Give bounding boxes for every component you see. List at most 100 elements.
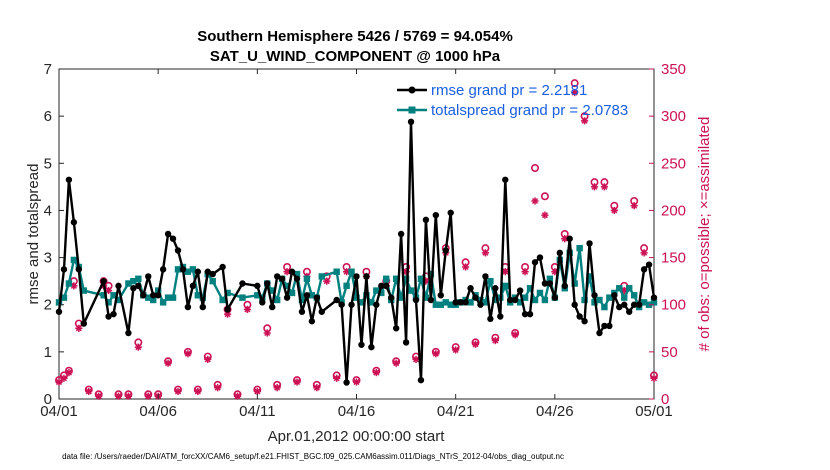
rmse-point [254,282,261,290]
rmse-point [462,299,469,306]
obs-assimilated-marker [214,384,222,392]
y-tick-label: 1 [44,344,52,361]
rmse-point [482,273,489,280]
totalspread-point [189,266,197,273]
totalspread-point [298,296,306,304]
totalspread-point [581,296,588,304]
totalspread-point [184,268,192,275]
totalspread-point [115,296,122,304]
obs-assimilated-marker [481,249,490,257]
rmse-point [616,303,623,311]
obs-assimilated-stroke [333,375,340,382]
obs-assimilated-stroke [60,375,68,382]
totalspread-point [169,294,177,301]
obs-assimilated-stroke [55,378,63,386]
obs-assimilated-stroke [641,249,648,256]
obs-assimilated-marker [204,355,212,363]
totalspread-point [586,273,593,280]
obs-assimilated-marker [610,206,618,215]
rmse-point [521,310,529,318]
rmse-point [239,280,246,287]
obs-assimilated-marker [174,387,182,396]
rmse-point [407,118,415,126]
obs-assimilated-stroke [591,183,598,190]
totalspread-point [487,277,494,285]
obs-assimilated-marker [630,202,638,210]
rmse-point [55,308,63,315]
rmse-point [388,294,395,301]
totalspread-point [368,299,375,306]
obs-assimilated-stroke [135,344,142,351]
rmse-point [417,376,425,384]
obs-assimilated-stroke [601,183,608,190]
obs-assimilated-stroke [293,378,301,386]
rmse-point [373,301,380,308]
y-axis-label: rmse and totalspread [25,164,42,305]
obs-assimilated-stroke [353,378,360,386]
obs-assimilated-marker [233,392,242,400]
totalspread-point [621,294,628,301]
totalspread-point [135,275,142,282]
totalspread-point [110,292,117,299]
totalspread-point [333,268,340,275]
rmse-point [80,320,87,327]
rmse-point [343,379,350,386]
totalspread-point [224,289,231,297]
rmse-point [378,282,385,290]
totalspread-point [199,294,206,301]
totalspread-point [239,294,246,301]
obs-assimilated-stroke [631,202,638,209]
obs-assimilated-marker [352,378,361,386]
totalspread-point [606,294,613,301]
obs-assimilated-marker [283,268,291,276]
rmse-point [150,292,157,299]
obs-assimilated-marker [333,374,341,382]
rmse-point [531,259,539,266]
totalspread-point [174,266,182,273]
rmse-point [338,301,345,308]
obs-assimilated-stroke [264,329,271,337]
totalspread-point [145,294,152,301]
totalspread-point [269,287,276,294]
totalspread-point [482,299,489,306]
y2-tick-label: 300 [661,108,686,125]
totalspread-point [358,299,365,306]
totalspread-point [397,294,405,301]
rmse-point [135,282,142,290]
rmse-point [546,280,554,287]
rmse-point [164,230,172,238]
y2-tick-label: 50 [661,344,678,361]
data-file-footer: data file: /Users/raeder/DAI/ATM_forcXX/… [62,452,564,461]
obs-assimilated-stroke [165,360,172,367]
rmse-point [650,294,658,301]
totalspread-point [308,292,316,299]
obs-assimilated-marker [70,282,78,290]
obs-assimilated-marker [124,392,133,400]
rmse-point [348,301,355,308]
obs-assimilated-marker [60,374,68,382]
obs-assimilated-stroke [65,369,72,376]
rmse-point [576,313,583,320]
obs-assimilated-stroke [373,369,380,376]
totalspread-point [254,292,261,299]
obs-assimilated-marker [392,359,400,367]
rmse-point [259,299,266,306]
obs-assimilated-stroke [95,393,102,400]
totalspread-point [546,275,554,282]
totalspread-point [194,292,202,299]
totalspread-point [353,294,360,301]
totalspread-point [373,287,380,294]
obs-assimilated-stroke [85,388,92,395]
rmse-point [432,211,440,219]
chart-title: Southern Hemisphere 5426 / 5769 = 94.054… [197,28,513,45]
rmse-point [601,322,608,330]
totalspread-point [422,294,430,301]
rmse-point [447,209,454,216]
chart-marks [54,79,658,400]
x-tick-label: 04/21 [437,403,475,420]
x-tick-label: 04/11 [239,403,275,420]
rmse-point [194,268,202,275]
rmse-point [169,235,177,242]
totalspread-point [80,287,87,294]
totalspread-point [383,275,390,282]
